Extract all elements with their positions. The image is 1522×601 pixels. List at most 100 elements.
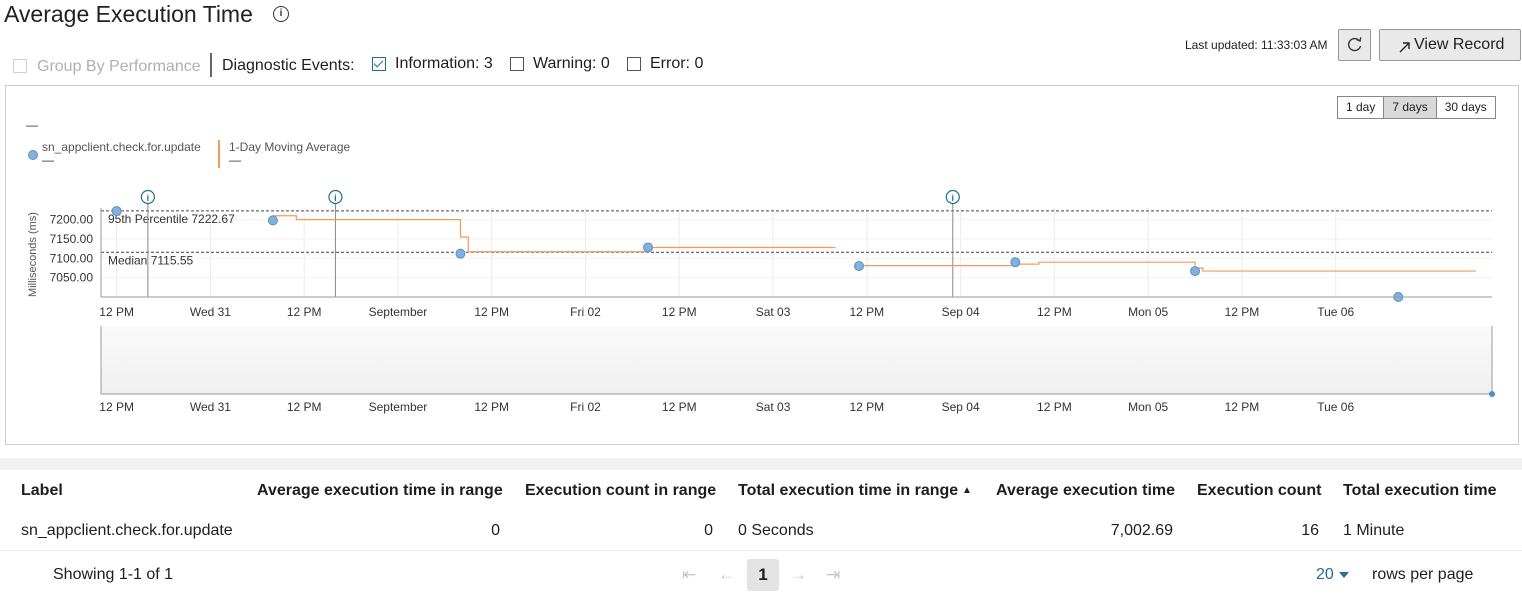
y-tick-label: 7200.00 <box>50 213 94 227</box>
divider <box>210 53 212 77</box>
event-info-icon-glyph: i <box>952 193 955 203</box>
error-checkbox[interactable] <box>627 57 641 71</box>
last-updated: Last updated: 11:33:03 AM <box>1185 38 1328 52</box>
legend-series-2-value: — <box>229 153 241 167</box>
y-tick-label: 7100.00 <box>50 251 94 265</box>
next-page-icon[interactable]: → <box>790 565 807 584</box>
event-info-icon <box>945 189 960 205</box>
navigator-tick-label: Sep 04 <box>942 400 980 414</box>
first-page-icon[interactable]: ⇤ <box>682 565 697 584</box>
event-info-icon <box>140 189 155 205</box>
information-label: Information: 3 <box>395 55 493 72</box>
cell-total-range: 0 Seconds <box>738 522 814 539</box>
refresh-button[interactable] <box>1338 29 1371 61</box>
y-tick-label: 7050.00 <box>50 271 94 285</box>
reference-line-label: 95th Percentile 7222.67 <box>108 212 235 226</box>
cell-total: 1 Minute <box>1343 522 1405 539</box>
x-tick-label: Tue 06 <box>1317 305 1354 319</box>
col-header-avg-range[interactable]: Average execution time in range <box>257 482 503 499</box>
col-header-total-range[interactable]: Total execution time in range <box>738 482 959 499</box>
cell-count-range: 0 <box>704 522 713 539</box>
error-label: Error: 0 <box>650 55 704 72</box>
navigator-tick-label: Sat 03 <box>756 400 791 414</box>
navigator-tick-label: September <box>369 400 428 414</box>
information-checkbox[interactable] <box>372 57 386 71</box>
legend-series-1[interactable]: sn_appclient.check.for.update <box>42 140 201 154</box>
data-point <box>1010 257 1021 268</box>
rows-per-page-select[interactable]: 20 <box>1316 566 1334 583</box>
prev-page-icon[interactable]: ← <box>718 565 735 584</box>
x-tick-label: 12 PM <box>662 305 697 319</box>
navigator-area <box>101 326 1492 394</box>
x-tick-label: 12 PM <box>99 305 134 319</box>
warning-checkbox[interactable] <box>510 57 524 71</box>
diagnostic-events-label: Diagnostic Events: <box>222 57 355 74</box>
x-tick-label: 12 PM <box>1037 305 1072 319</box>
view-record-button[interactable]: View Record <box>1379 29 1521 61</box>
navigator-tick-label: 12 PM <box>662 400 697 414</box>
col-header-total[interactable]: Total execution time <box>1343 482 1497 499</box>
event-info-icon-glyph: i <box>147 193 150 203</box>
legend-series-2[interactable]: 1-Day Moving Average <box>229 140 351 154</box>
y-tick-label: 7150.00 <box>50 232 94 246</box>
chevron-down-icon[interactable] <box>1339 572 1349 578</box>
info-icon[interactable]: i <box>273 6 289 22</box>
navigator-tick-label: 12 PM <box>99 400 134 414</box>
data-point <box>267 215 278 226</box>
sort-ascending-icon: ▲ <box>962 485 972 496</box>
navigator-tick-label: 12 PM <box>849 400 884 414</box>
y-axis-label: Milliseconds (ms) <box>27 212 39 297</box>
col-header-avg[interactable]: Average execution time <box>996 482 1176 499</box>
main-chart[interactable]: 95th Percentile 7222.67 Median 7115.55 i i… <box>0 0 1522 450</box>
chart-panel <box>5 85 1519 445</box>
x-tick-label: September <box>369 305 428 319</box>
moving-average-line <box>272 215 1476 272</box>
last-page-icon[interactable]: ⇥ <box>826 565 841 584</box>
x-tick-label: Mon 05 <box>1128 305 1168 319</box>
group-by-checkbox[interactable] <box>13 59 27 73</box>
x-tick-label: Sat 03 <box>756 305 791 319</box>
range-selector: 1 day 7 days 30 days <box>1337 96 1496 119</box>
navigator-tick-label: Tue 06 <box>1317 400 1354 414</box>
legend-dot-icon <box>28 150 38 160</box>
navigator-tick-label: Mon 05 <box>1128 400 1168 414</box>
x-tick-label: Fri 02 <box>570 305 601 319</box>
x-tick-label: 12 PM <box>474 305 509 319</box>
page-title: Average Execution Time <box>4 1 253 27</box>
refresh-icon <box>1348 37 1362 52</box>
reference-line-label: Median 7115.55 <box>108 253 194 267</box>
navigator-point <box>1489 391 1495 397</box>
data-point <box>455 248 466 259</box>
rows-per-page-label: rows per page <box>1372 566 1474 583</box>
cell-label: sn_appclient.check.for.update <box>21 522 233 539</box>
navigator-tick-label: Fri 02 <box>570 400 601 414</box>
x-tick-label: 12 PM <box>1225 305 1260 319</box>
data-point <box>111 206 122 217</box>
navigator-tick-label: Wed 31 <box>190 400 231 414</box>
group-by-label: Group By Performance <box>37 58 201 75</box>
event-info-icon-glyph: i <box>334 193 337 203</box>
navigator-tick-label: 12 PM <box>1037 400 1072 414</box>
section-separator <box>0 458 1522 470</box>
view-record-label: View Record <box>1414 36 1505 53</box>
cell-avg: 7,002.69 <box>1110 522 1173 539</box>
x-tick-label: Wed 31 <box>190 305 231 319</box>
cell-avg-range: 0 <box>491 522 500 539</box>
x-tick-label: 12 PM <box>287 305 322 319</box>
col-header-label[interactable]: Label <box>21 482 63 499</box>
event-info-icon <box>328 189 343 205</box>
x-tick-label: 12 PM <box>849 305 884 319</box>
col-header-count[interactable]: Execution count <box>1197 482 1322 499</box>
col-header-count-range[interactable]: Execution count in range <box>525 482 717 499</box>
page-number-button[interactable]: 1 <box>747 559 779 591</box>
range-30-days-button[interactable]: 30 days <box>1435 96 1496 119</box>
legend-line-icon <box>218 140 220 168</box>
legend-series-1-value: — <box>42 153 54 167</box>
x-tick-label: Sep 04 <box>942 305 980 319</box>
navigator-tick-label: 12 PM <box>1225 400 1260 414</box>
cell-count: 16 <box>1301 522 1319 539</box>
data-point <box>1190 266 1201 277</box>
external-arrow-icon <box>1399 42 1410 53</box>
warning-label: Warning: 0 <box>533 55 610 72</box>
data-point <box>854 261 865 272</box>
